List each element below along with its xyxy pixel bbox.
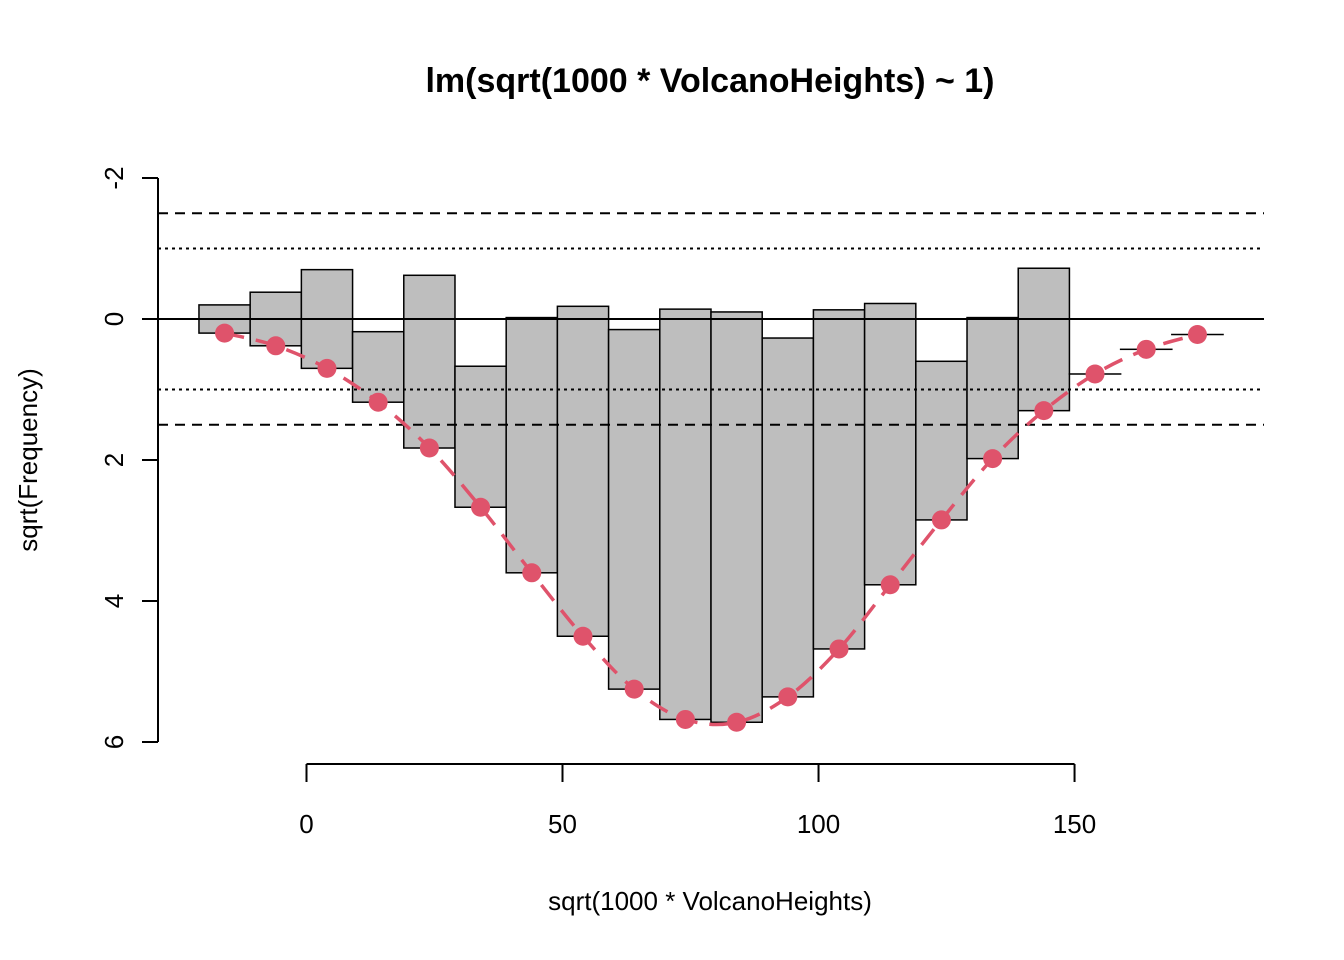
bar-15 (966, 316, 1019, 460)
fitted-curve (215, 323, 1207, 732)
bar-4 (403, 274, 456, 449)
fit-point-6 (522, 563, 542, 583)
fit-point-12 (829, 639, 849, 659)
fit-point-9 (675, 709, 695, 729)
fit-point-4 (419, 438, 439, 458)
x-tick-label-0: 0 (299, 809, 313, 839)
y-tick-label-4: 6 (99, 735, 129, 749)
fit-point-8 (624, 679, 644, 699)
fit-point-7 (573, 626, 593, 646)
x-tick-label-2: 100 (797, 809, 840, 839)
bar-7 (556, 305, 610, 637)
fit-point-16 (1034, 401, 1054, 421)
fit-point-3 (368, 392, 388, 412)
bar-8 (607, 328, 661, 690)
bar-12 (812, 309, 866, 650)
bar-6 (505, 316, 559, 574)
x-axis-label: sqrt(1000 * VolcanoHeights) (548, 886, 872, 916)
bar-10 (710, 311, 763, 724)
bar-14 (915, 360, 968, 521)
x-axis: 0 50 100 150 (299, 763, 1096, 839)
fit-point-18 (1136, 339, 1156, 359)
y-tick-label-0: -2 (99, 166, 129, 189)
reference-lines (158, 212, 1264, 426)
fit-point-14 (931, 510, 951, 530)
y-axis: -2 0 2 4 6 (99, 166, 159, 749)
fit-point-10 (727, 712, 747, 732)
fit-point-17 (1085, 364, 1105, 384)
fit-point-1 (266, 336, 286, 356)
fit-point-0 (215, 323, 235, 343)
fit-point-11 (778, 687, 798, 707)
bar-13 (863, 302, 917, 586)
chart-title: lm(sqrt(1000 * VolcanoHeights) ~ 1) (425, 62, 994, 100)
fit-point-19 (1187, 325, 1207, 345)
fit-point-15 (983, 449, 1003, 469)
fit-line (224, 331, 1198, 727)
histogram-bars (198, 267, 1224, 724)
bar-9 (659, 308, 712, 721)
bar-3 (351, 330, 405, 403)
bar-11 (761, 337, 815, 698)
fit-point-13 (880, 575, 900, 595)
x-tick-label-3: 150 (1053, 809, 1096, 839)
fit-point-5 (471, 497, 491, 517)
x-tick-label-1: 50 (548, 809, 577, 839)
y-tick-label-3: 4 (99, 594, 129, 608)
y-tick-label-2: 2 (99, 453, 129, 467)
y-tick-label-1: 0 (99, 312, 129, 326)
y-axis-label: sqrt(Frequency) (13, 368, 43, 552)
fit-point-2 (317, 358, 337, 378)
